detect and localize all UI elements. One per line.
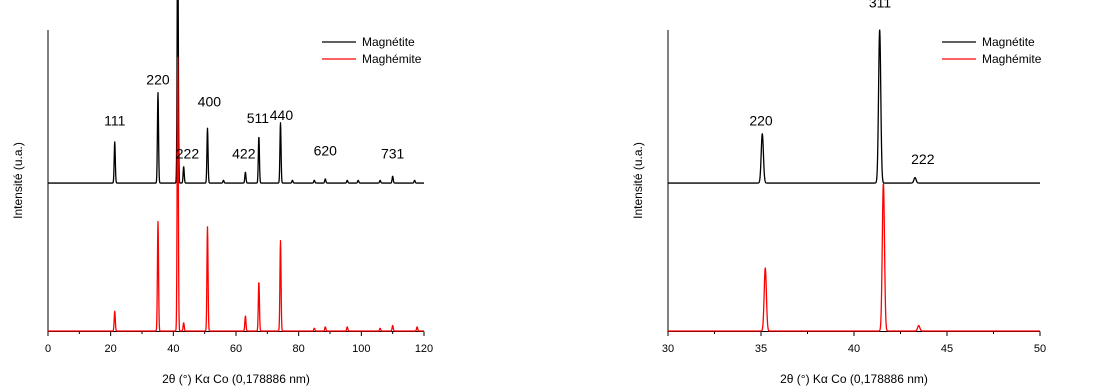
peak-point <box>245 171 246 172</box>
x-tick-label: 35 <box>755 343 767 355</box>
x-tick-label: 20 <box>105 343 117 355</box>
peak-label: 422 <box>232 145 256 161</box>
peak-point <box>157 221 158 222</box>
peak-point <box>177 56 178 57</box>
series-line-maghemite <box>47 56 425 332</box>
legend-label-maghemite: Maghémite <box>362 52 422 66</box>
series-line-magnetite <box>47 0 425 184</box>
x-axis-label: 2θ (°) Kα Co (0,178886 nm) <box>780 372 928 386</box>
x-axis-label: 2θ (°) Kα Co (0,178886 nm) <box>162 372 310 386</box>
x-tick-label: 40 <box>848 343 860 355</box>
peak-label: 311 <box>869 0 892 11</box>
peak-point <box>258 136 259 137</box>
y-axis-label: Intensité (u.a.) <box>11 142 25 219</box>
peak-label: 222 <box>911 151 935 167</box>
peak-point <box>280 240 281 241</box>
peak-point <box>207 226 208 227</box>
peak-label: 731 <box>381 145 405 161</box>
legend-label-magnetite: Magnétite <box>362 35 415 49</box>
peak-point <box>392 325 393 326</box>
x-tick-label: 50 <box>1034 343 1046 355</box>
x-tick-label: 0 <box>45 343 51 355</box>
series-line-maghemite <box>667 183 1041 332</box>
x-tick-label: 40 <box>167 343 179 355</box>
legend-label-magnetite: Magnétite <box>982 35 1035 49</box>
x-tick-label: 80 <box>293 343 305 355</box>
chart-right-zoom: 30 35 40 45 50 2θ (°) Kα Co (0,178886 nm) Inte… <box>631 0 1046 386</box>
peak-point <box>325 326 326 327</box>
peak-point <box>765 267 766 268</box>
peak-point <box>114 141 115 142</box>
x-tick-label: 100 <box>352 343 370 355</box>
peak-point <box>314 180 315 181</box>
peak-point <box>258 281 259 282</box>
peak-label: 620 <box>314 143 338 159</box>
peak-label: 440 <box>270 107 294 123</box>
series-line-magnetite <box>667 29 1041 184</box>
legend-label-maghemite: Maghémite <box>982 52 1042 66</box>
peak-point <box>762 133 763 134</box>
peak-point <box>417 326 418 327</box>
peak-point <box>183 322 184 323</box>
peak-label: 220 <box>749 113 773 129</box>
x-tick-label: 45 <box>941 343 953 355</box>
peak-point <box>114 311 115 312</box>
x-tick-label: 60 <box>230 343 242 355</box>
x-tick-label: 120 <box>415 343 433 355</box>
peak-point <box>392 176 393 177</box>
peak-point <box>918 325 919 326</box>
peak-point <box>325 178 326 179</box>
peak-point <box>223 180 224 181</box>
y-axis-label: Intensité (u.a.) <box>631 142 645 219</box>
peak-point <box>883 182 884 183</box>
peak-point <box>183 166 184 167</box>
peak-label: 222 <box>176 145 200 161</box>
peak-point <box>914 177 915 178</box>
peak-point <box>245 315 246 316</box>
peak-point <box>347 180 348 181</box>
peak-point <box>380 328 381 329</box>
peak-point <box>292 180 293 181</box>
peak-point <box>380 180 381 181</box>
peak-label: 400 <box>198 93 222 109</box>
peak-label: 511 <box>247 110 270 126</box>
peak-point <box>157 92 158 93</box>
peak-point <box>414 180 415 181</box>
x-tick-label: 30 <box>662 343 674 355</box>
peak-point <box>347 326 348 327</box>
peak-point <box>879 29 880 30</box>
peak-label: 111 <box>104 113 125 129</box>
peak-point <box>207 128 208 129</box>
chart-left-full-range: 0 20 40 60 80 100 120 2θ (°) Kα Co (0,178886 nm… <box>11 0 433 386</box>
peak-label: 220 <box>146 71 170 87</box>
peak-point <box>314 328 315 329</box>
peak-point <box>358 180 359 181</box>
